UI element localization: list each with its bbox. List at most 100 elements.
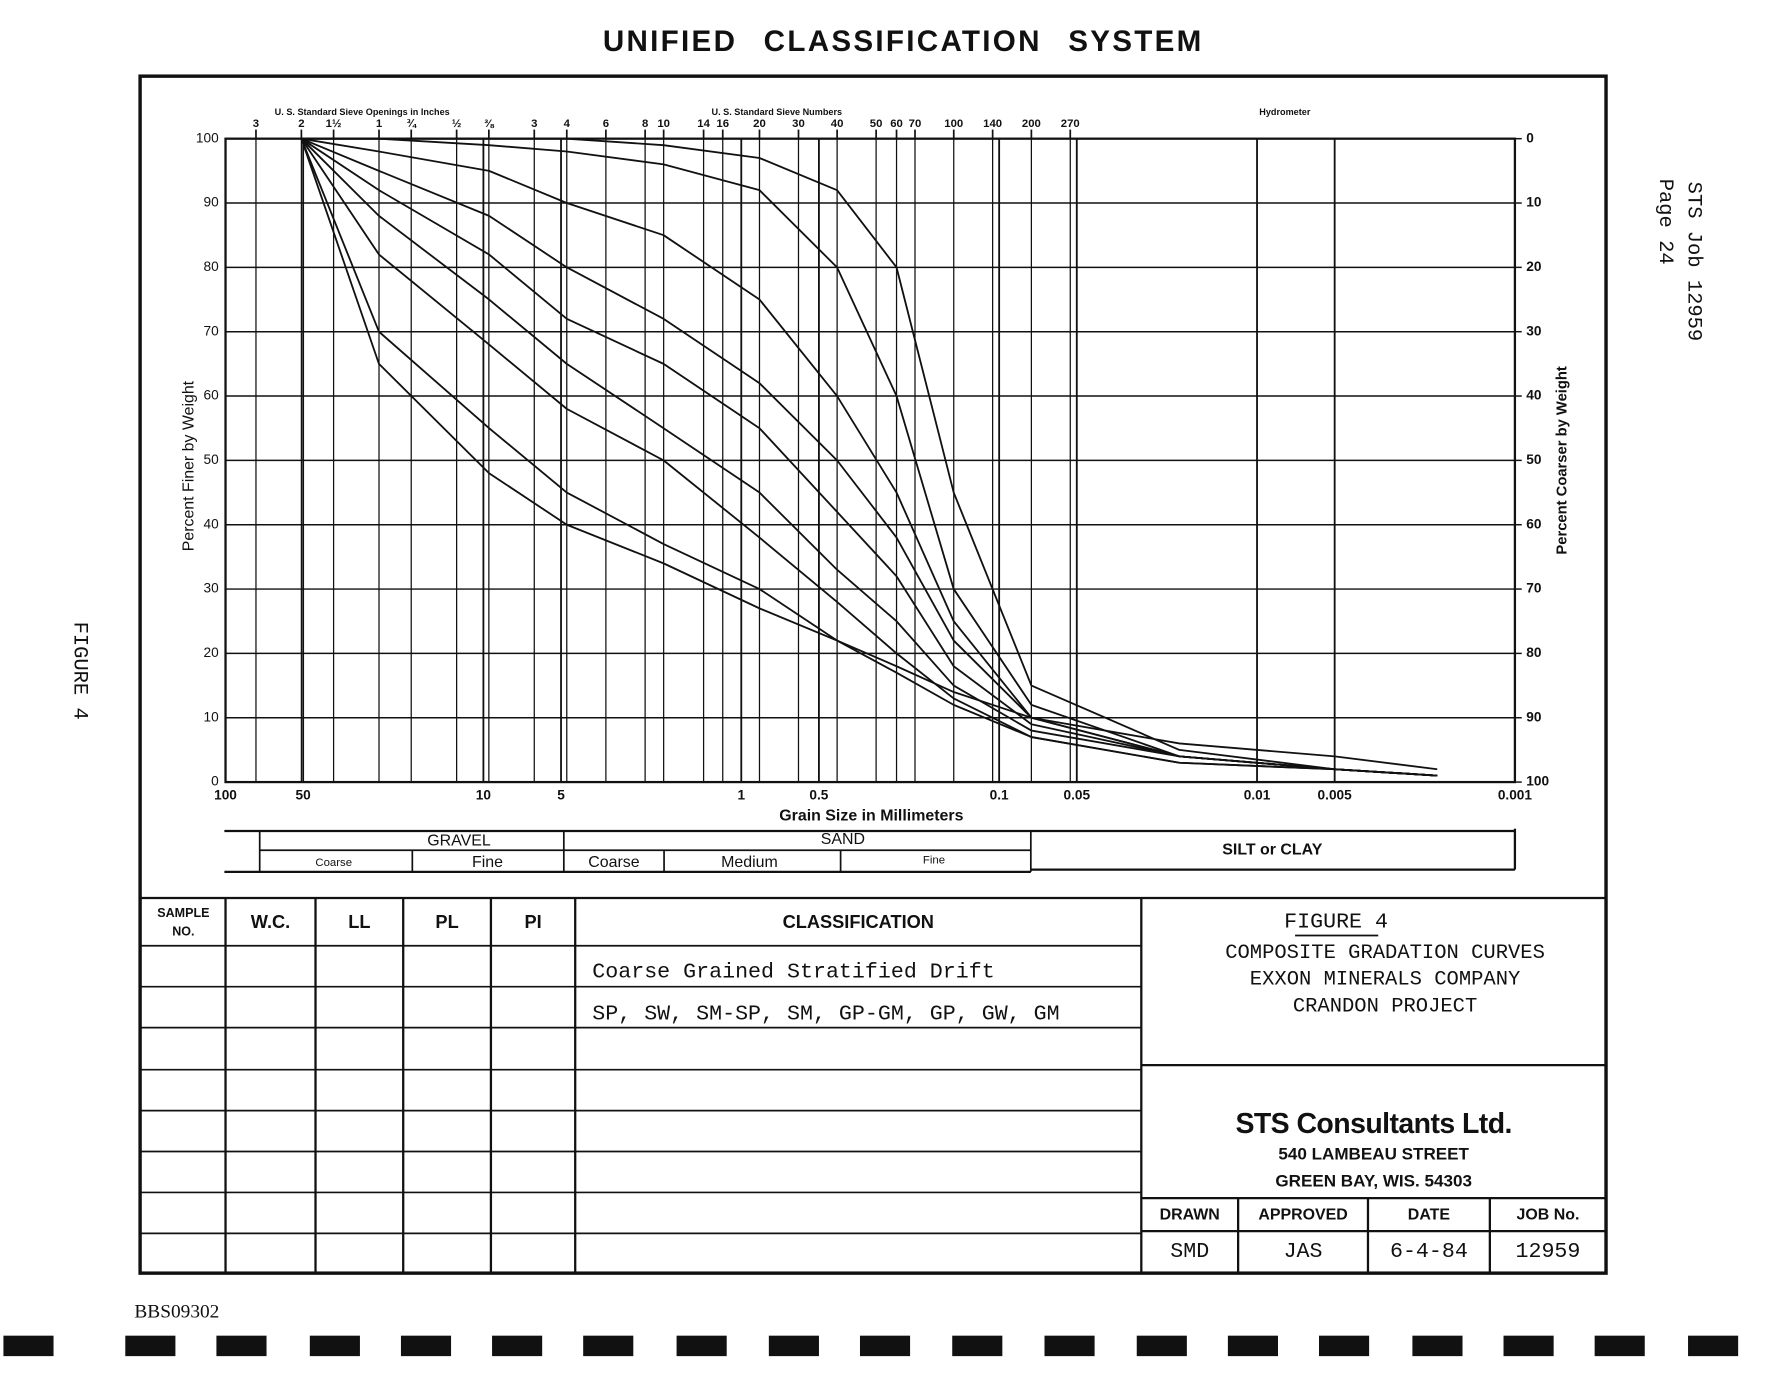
table-header: W.C. bbox=[251, 912, 290, 932]
signoff-header: JOB No. bbox=[1517, 1206, 1580, 1223]
punch-strip bbox=[492, 1335, 543, 1357]
punch-strip bbox=[859, 1335, 911, 1357]
band-label: GRAVEL bbox=[427, 832, 491, 849]
top-tick-label: 3 bbox=[531, 118, 537, 130]
punch-strip bbox=[1412, 1335, 1463, 1357]
y-tick-label: 10 bbox=[203, 709, 219, 724]
table-header: NO. bbox=[172, 924, 194, 938]
top-tick-label: ⅜ bbox=[484, 118, 495, 130]
punch-strip bbox=[676, 1335, 727, 1357]
document-id: BBS09302 bbox=[134, 1301, 219, 1322]
company-street: 540 LAMBEAU STREET bbox=[1278, 1144, 1469, 1163]
band-label: Coarse bbox=[315, 857, 352, 869]
punch-strip bbox=[952, 1335, 1003, 1357]
punch-strip bbox=[3, 1335, 54, 1357]
y-tick-label: 60 bbox=[203, 388, 219, 403]
gradation-curve bbox=[300, 138, 1438, 777]
x-tick-label: 100 bbox=[214, 787, 237, 802]
figure-line: COMPOSITE GRADATION CURVES bbox=[1225, 942, 1545, 965]
y-tick-label: 20 bbox=[203, 645, 219, 660]
x-tick-label: 0.05 bbox=[1063, 787, 1090, 802]
band-label: Coarse bbox=[588, 854, 640, 871]
x-tick-label: 0.01 bbox=[1244, 787, 1271, 802]
x-axis-title: Grain Size in Millimeters bbox=[779, 807, 963, 824]
top-tick-label: 270 bbox=[1061, 118, 1080, 130]
band-label: SILT or CLAY bbox=[1222, 841, 1322, 858]
y2-tick-label: 80 bbox=[1526, 645, 1542, 660]
x-tick-label: 5 bbox=[557, 787, 565, 802]
y-tick-label: 100 bbox=[196, 130, 219, 145]
y2-tick-label: 10 bbox=[1526, 195, 1542, 210]
punch-strip bbox=[309, 1335, 360, 1357]
y-tick-label: 70 bbox=[203, 323, 219, 338]
figure-line: CRANDON PROJECT bbox=[1293, 995, 1477, 1018]
top-tick-label: 6 bbox=[603, 118, 609, 130]
top-tick-label: 60 bbox=[890, 118, 903, 130]
band-label: SAND bbox=[821, 831, 865, 848]
top-tick-label: 8 bbox=[642, 118, 648, 130]
y2-tick-label: 40 bbox=[1526, 388, 1542, 403]
signoff-header: DRAWN bbox=[1160, 1206, 1220, 1223]
y2-tick-label: 90 bbox=[1526, 709, 1542, 724]
top-tick-label: 50 bbox=[870, 118, 883, 130]
gradation-curve bbox=[301, 137, 1438, 777]
table-header: LL bbox=[348, 912, 370, 932]
y-tick-label: 50 bbox=[203, 452, 219, 467]
top-tick-label: 140 bbox=[983, 118, 1002, 130]
punch-strip bbox=[1688, 1335, 1739, 1357]
side-note: STS Job 12959 bbox=[1681, 182, 1704, 342]
signoff-value: 12959 bbox=[1515, 1240, 1580, 1264]
signoff-header: DATE bbox=[1408, 1206, 1450, 1223]
frame bbox=[138, 74, 1608, 1275]
y-tick-label: 90 bbox=[203, 195, 219, 210]
table-header: PL bbox=[435, 912, 458, 932]
x-tick-label: 0.001 bbox=[1498, 787, 1533, 802]
x-tick-label: 1 bbox=[737, 787, 745, 802]
figure-line: EXXON MINERALS COMPANY bbox=[1250, 969, 1521, 992]
x-tick-label: 50 bbox=[296, 787, 312, 802]
company-city: GREEN BAY, WIS. 54303 bbox=[1275, 1172, 1472, 1191]
x-tick-label: 0.1 bbox=[990, 787, 1009, 802]
x-tick-label: 10 bbox=[476, 787, 492, 802]
table-header: SAMPLE bbox=[157, 906, 209, 920]
top-tick-label: 14 bbox=[697, 118, 710, 130]
top-tick-label: 200 bbox=[1022, 118, 1041, 130]
punch-strip bbox=[1594, 1335, 1645, 1357]
y2-tick-label: 0 bbox=[1526, 130, 1534, 145]
top-tick-label: 3 bbox=[253, 118, 259, 130]
top-tick-label: 2 bbox=[298, 118, 304, 130]
top-axis-title: U. S. Standard Sieve Openings in Inches bbox=[275, 107, 450, 117]
signoff-value: SMD bbox=[1170, 1240, 1209, 1264]
band-label: Fine bbox=[923, 855, 945, 867]
y-tick-label: 0 bbox=[211, 774, 219, 789]
gradation-curve bbox=[300, 138, 1438, 771]
top-tick-label: 30 bbox=[792, 118, 805, 130]
punch-strip bbox=[1136, 1335, 1187, 1357]
top-tick-label: 1 bbox=[376, 118, 382, 130]
top-tick-label: 70 bbox=[909, 118, 922, 130]
figure-side-label: FIGURE 4 bbox=[67, 622, 90, 720]
punch-strip bbox=[216, 1335, 267, 1357]
punch-strip bbox=[583, 1335, 634, 1357]
punch-strip bbox=[1503, 1335, 1554, 1357]
signoff-header: APPROVED bbox=[1258, 1206, 1347, 1223]
y-tick-label: 40 bbox=[203, 516, 219, 531]
band-label: Medium bbox=[721, 854, 778, 871]
top-tick-label: 40 bbox=[831, 118, 844, 130]
top-tick-label: 10 bbox=[657, 118, 670, 130]
signoff-value: 6-4-84 bbox=[1390, 1240, 1468, 1264]
x-tick-label: 0.5 bbox=[809, 787, 828, 802]
y2-tick-label: 30 bbox=[1526, 323, 1542, 338]
side-note: Page 24 bbox=[1653, 179, 1676, 265]
y-tick-label: 80 bbox=[203, 259, 219, 274]
page-title: UNIFIED CLASSIFICATION SYSTEM bbox=[603, 25, 1204, 58]
table-header: CLASSIFICATION bbox=[783, 912, 934, 932]
top-tick-label: 4 bbox=[564, 118, 571, 130]
punch-strip bbox=[125, 1335, 176, 1357]
y2-tick-label: 20 bbox=[1526, 259, 1542, 274]
plot-frame bbox=[224, 137, 1517, 784]
punch-strip bbox=[400, 1335, 452, 1357]
y-tick-label: 30 bbox=[203, 581, 219, 596]
